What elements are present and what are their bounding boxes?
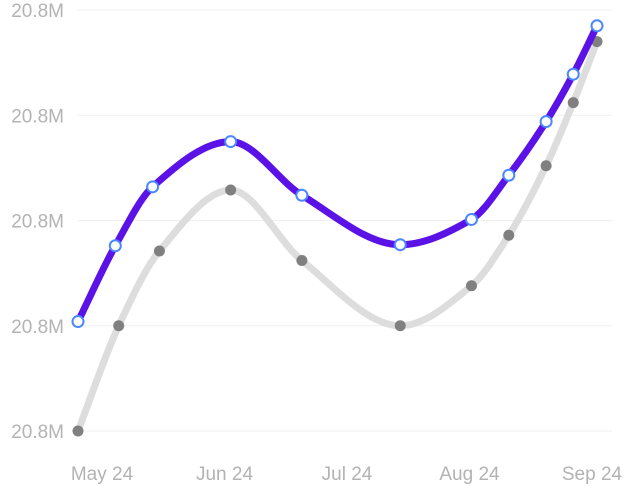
series-0: [71, 19, 604, 329]
data-point[interactable]: [393, 238, 407, 252]
x-tick-label: Jun 24: [196, 464, 253, 485]
data-point[interactable]: [465, 280, 477, 292]
y-tick-label: 20.8M: [11, 1, 64, 22]
data-point[interactable]: [296, 254, 308, 266]
data-point[interactable]: [146, 180, 160, 194]
series-line: [74, 38, 601, 435]
data-point[interactable]: [590, 19, 604, 33]
data-point[interactable]: [503, 229, 515, 241]
data-point[interactable]: [502, 168, 516, 182]
series-line: [74, 22, 601, 326]
data-point[interactable]: [113, 320, 125, 332]
y-tick-label: 20.8M: [11, 212, 64, 233]
series-layer: [71, 19, 604, 437]
y-tick-label: 20.8M: [11, 422, 64, 443]
y-tick-label: 20.8M: [11, 106, 64, 127]
data-point[interactable]: [225, 184, 237, 196]
data-point[interactable]: [394, 320, 406, 332]
data-point[interactable]: [539, 115, 553, 129]
data-point[interactable]: [224, 135, 238, 149]
x-tick-label: Jul 24: [322, 464, 373, 485]
data-point[interactable]: [72, 425, 84, 437]
data-point[interactable]: [464, 212, 478, 226]
data-point[interactable]: [153, 245, 165, 257]
data-point[interactable]: [566, 67, 580, 81]
x-tick-label: Aug 24: [439, 464, 500, 485]
y-tick-label: 20.8M: [11, 317, 64, 338]
y-axis-ticks: 20.8M 20.8M 20.8M 20.8M 20.8M: [11, 1, 64, 443]
data-point[interactable]: [567, 97, 579, 109]
data-point[interactable]: [540, 160, 552, 172]
x-tick-label: May 24: [71, 464, 134, 485]
data-point[interactable]: [295, 188, 309, 202]
data-point[interactable]: [108, 239, 122, 253]
data-point[interactable]: [71, 315, 85, 329]
x-tick-label: Sep 24: [562, 464, 623, 485]
x-axis-ticks: May 24 Jun 24 Jul 24 Aug 24 Sep 24: [71, 464, 623, 485]
series-1: [72, 36, 603, 437]
